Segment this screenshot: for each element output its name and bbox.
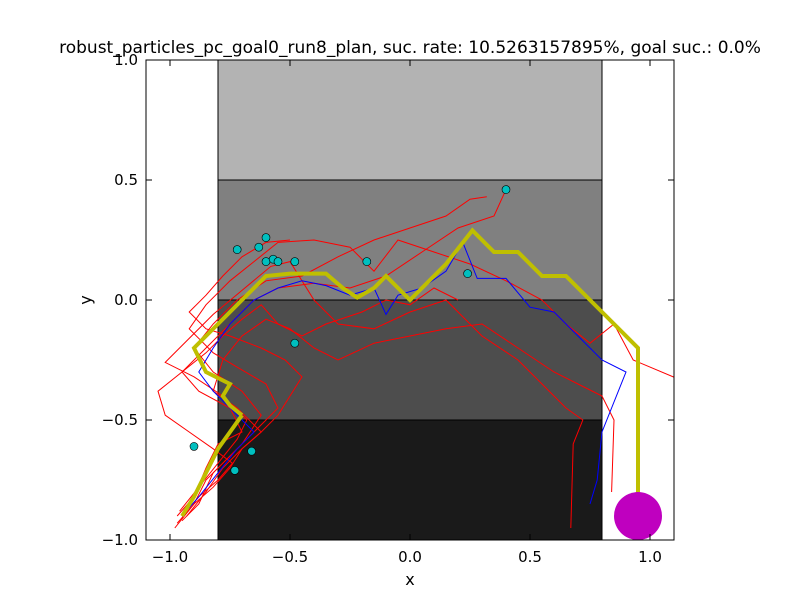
trajectory-line-5 <box>157 287 459 517</box>
x-axis-label: x <box>405 570 414 589</box>
data-marks <box>157 185 674 540</box>
particle-point-5 <box>273 257 283 266</box>
particle-point-0 <box>232 245 242 254</box>
trajectory-line-3 <box>164 261 584 529</box>
particle-point-11 <box>189 442 199 451</box>
region-3 <box>217 419 603 541</box>
particle-point-13 <box>247 446 256 456</box>
trajectory-line-6 <box>176 239 303 524</box>
particle-point-3 <box>261 257 271 266</box>
particle-point-10 <box>290 338 300 348</box>
particle-point-7 <box>362 257 372 266</box>
region-0 <box>217 59 603 181</box>
x-tick-label: 0.5 <box>518 548 542 566</box>
goal-marker <box>614 492 662 540</box>
particle-point-9 <box>501 185 511 194</box>
region-1 <box>217 179 603 301</box>
x-tick-label: 0.0 <box>398 548 422 566</box>
plan-path-tail <box>180 414 244 518</box>
y-axis-label: y <box>76 295 95 304</box>
particle-point-1 <box>261 233 271 242</box>
y-tick-label: −0.5 <box>102 411 138 429</box>
region-2 <box>217 299 603 421</box>
y-tick-label: −1.0 <box>102 531 138 549</box>
trajectory-line-8 <box>191 227 640 516</box>
particle-point-8 <box>463 269 472 278</box>
x-tick-label: −1.0 <box>152 548 188 566</box>
plot-area: −1.0 −0.5 0.0 0.5 1.0 −1.0 −0.5 0.0 0.5 1.0 <box>102 51 675 566</box>
y-tick-label: 1.0 <box>114 51 138 69</box>
x-tick-label: 1.0 <box>638 548 662 566</box>
particle-point-2 <box>254 242 264 252</box>
chart-title: robust_particles_pc_goal0_run8_plan, suc… <box>59 38 761 58</box>
y-tick-label: 0.5 <box>114 171 138 189</box>
particle-point-6 <box>290 257 300 266</box>
x-tick-label: −0.5 <box>272 548 308 566</box>
particle-point-12 <box>230 466 240 475</box>
y-tick-label: 0.0 <box>114 291 138 309</box>
